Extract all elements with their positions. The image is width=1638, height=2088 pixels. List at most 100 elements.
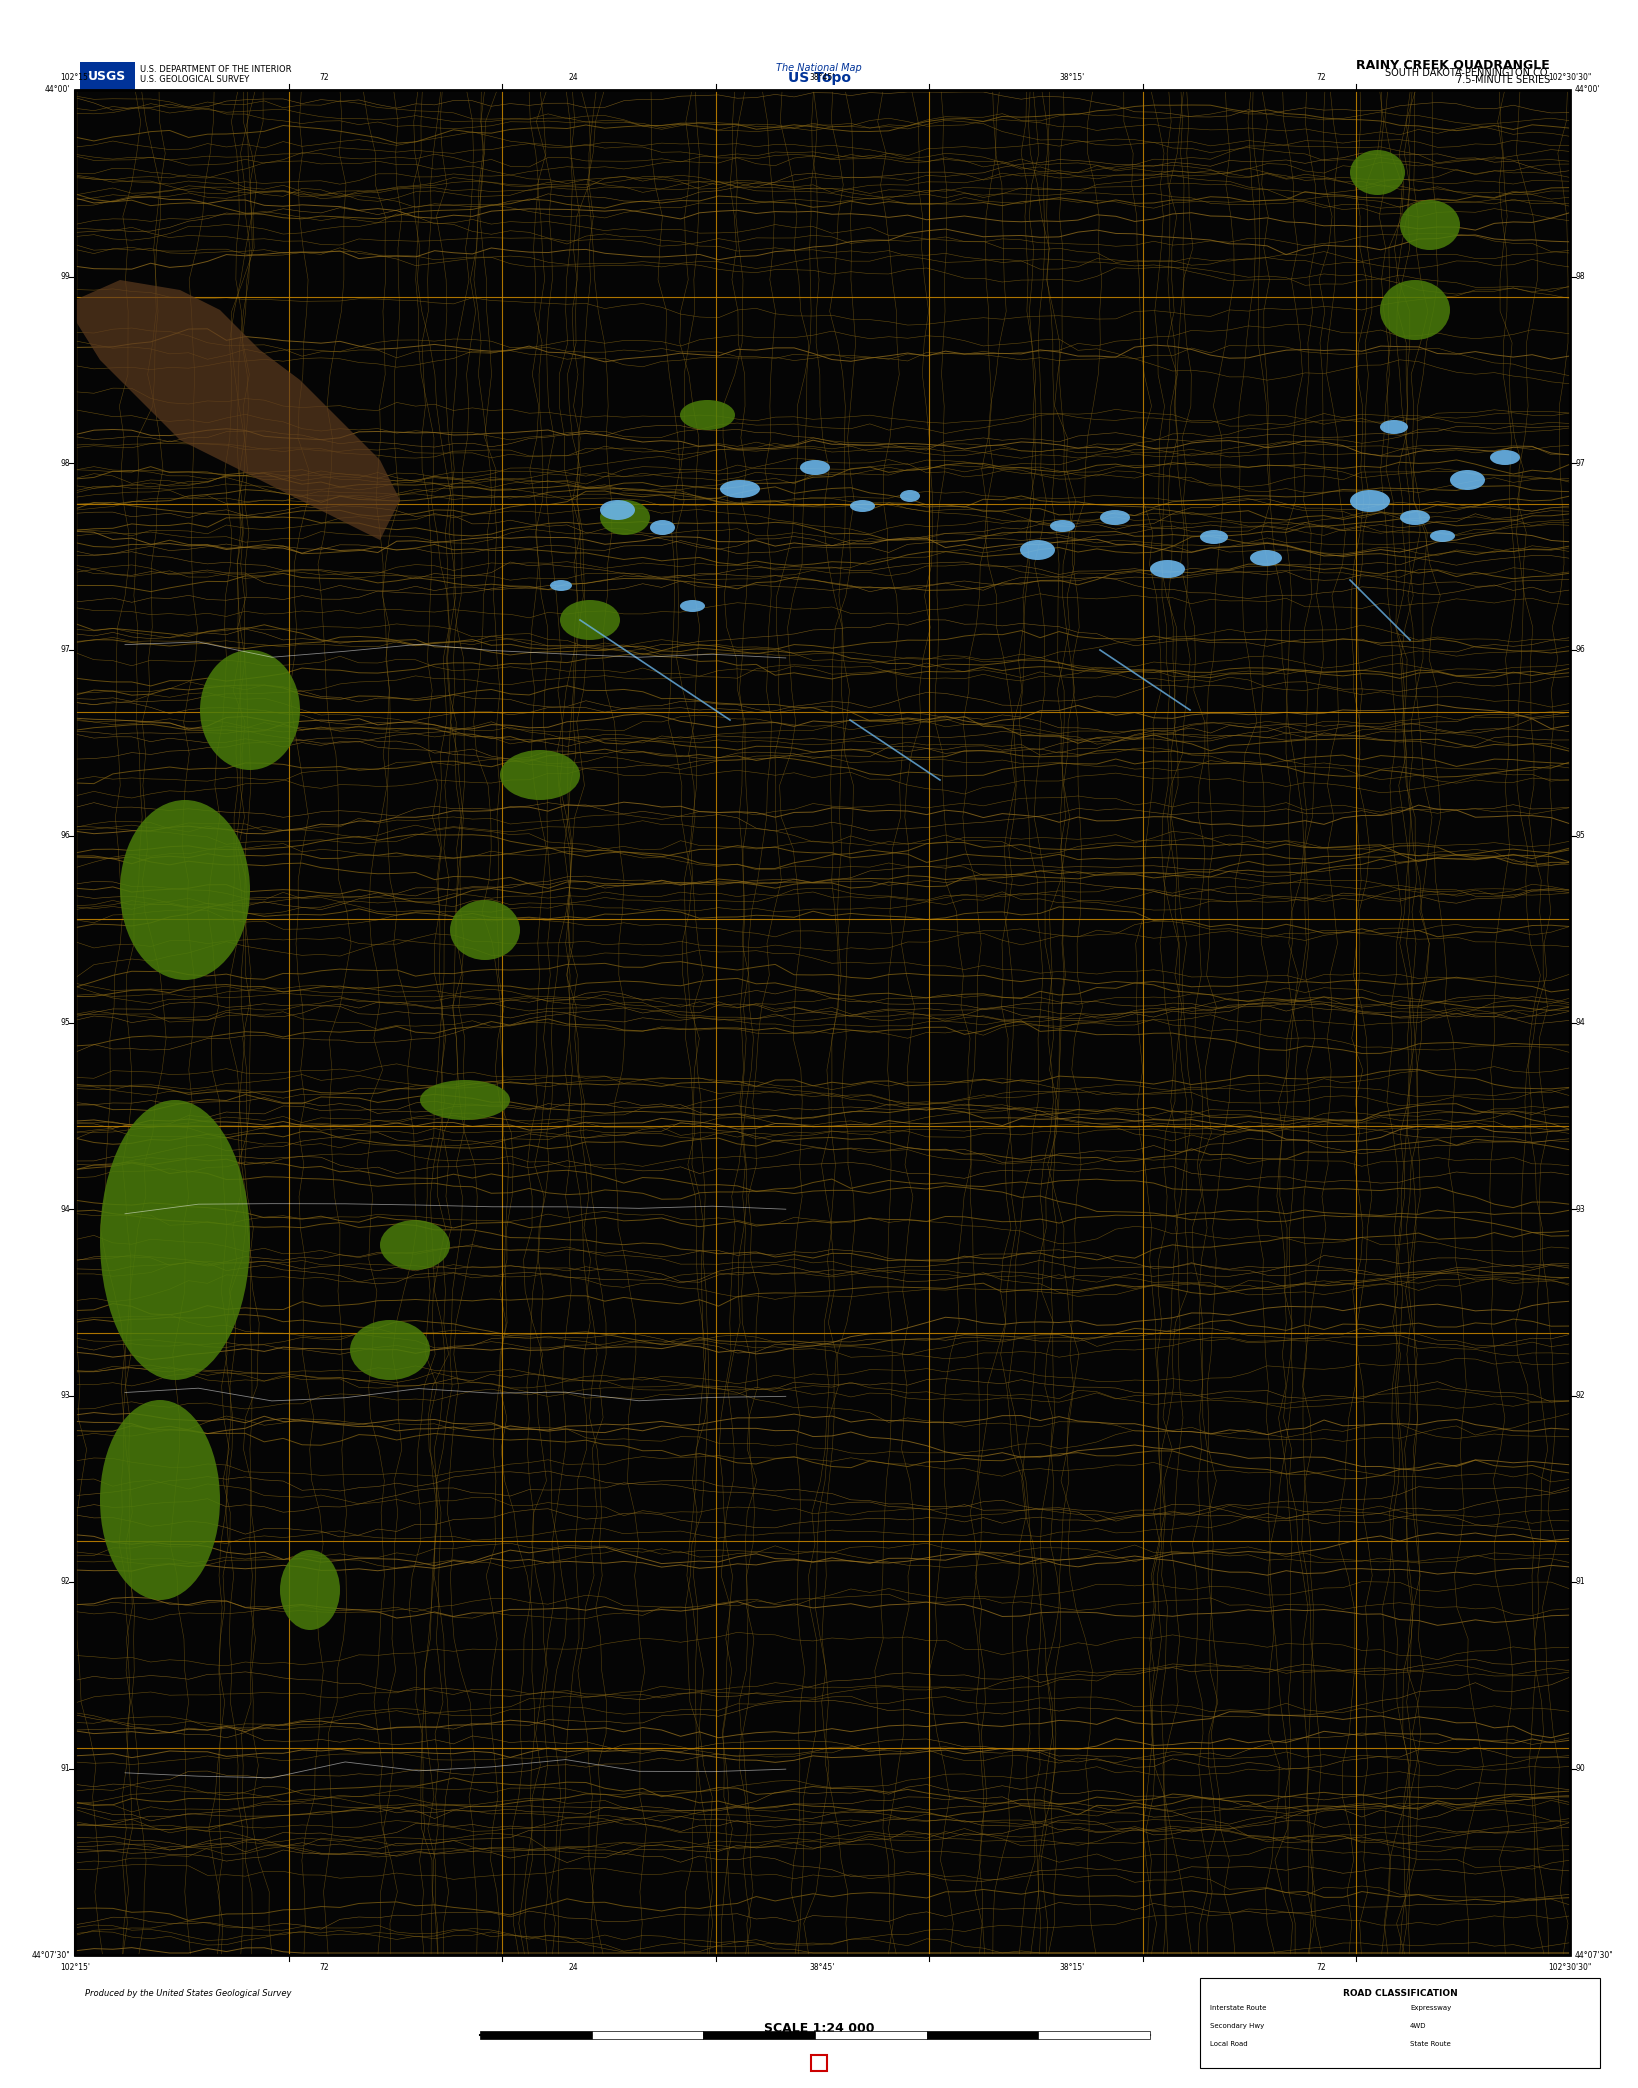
Text: USGS: USGS bbox=[88, 69, 126, 84]
Ellipse shape bbox=[419, 1079, 509, 1119]
Text: U.S. GEOLOGICAL SURVEY: U.S. GEOLOGICAL SURVEY bbox=[139, 75, 249, 84]
Text: 44°00': 44°00' bbox=[44, 86, 70, 94]
Ellipse shape bbox=[680, 599, 704, 612]
Bar bbox=[1201, 1977, 1600, 2067]
Ellipse shape bbox=[1430, 530, 1455, 543]
Text: Local Road: Local Road bbox=[1210, 2040, 1248, 2046]
Text: 24: 24 bbox=[568, 1963, 578, 1971]
Ellipse shape bbox=[1379, 420, 1409, 434]
Ellipse shape bbox=[1250, 549, 1283, 566]
Bar bbox=[75, 90, 1569, 1954]
Ellipse shape bbox=[1400, 509, 1430, 524]
Text: 102°30'30": 102°30'30" bbox=[1548, 73, 1592, 81]
Text: 98: 98 bbox=[61, 459, 70, 468]
Polygon shape bbox=[75, 280, 400, 541]
Text: 92: 92 bbox=[61, 1579, 70, 1587]
Ellipse shape bbox=[380, 1219, 450, 1270]
Text: 90: 90 bbox=[1576, 1764, 1584, 1773]
Text: SOUTH DAKOTA-PENNINGTON CO.: SOUTH DAKOTA-PENNINGTON CO. bbox=[1384, 69, 1550, 77]
Ellipse shape bbox=[721, 480, 760, 499]
Ellipse shape bbox=[1050, 520, 1075, 532]
Ellipse shape bbox=[120, 800, 251, 979]
Bar bbox=[80, 63, 134, 90]
Ellipse shape bbox=[1350, 491, 1391, 512]
Text: 102°30'30": 102°30'30" bbox=[1548, 1963, 1592, 1971]
Bar bbox=[591, 2032, 703, 2040]
Ellipse shape bbox=[1491, 451, 1520, 466]
Text: 72: 72 bbox=[1315, 1963, 1325, 1971]
Bar bbox=[703, 2032, 816, 2040]
Ellipse shape bbox=[1450, 470, 1486, 491]
Bar bbox=[816, 2032, 927, 2040]
Text: SCALE 1:24 000: SCALE 1:24 000 bbox=[763, 2021, 875, 2034]
Text: 96: 96 bbox=[61, 831, 70, 841]
Text: 95: 95 bbox=[1576, 831, 1584, 841]
Text: Secondary Hwy: Secondary Hwy bbox=[1210, 2023, 1265, 2030]
Ellipse shape bbox=[280, 1549, 341, 1631]
Ellipse shape bbox=[1150, 560, 1184, 578]
Bar bbox=[0, 54, 1638, 90]
Text: 99: 99 bbox=[61, 271, 70, 282]
Text: 38°15': 38°15' bbox=[1060, 1963, 1084, 1971]
Text: 72: 72 bbox=[319, 73, 329, 81]
Text: 44°07'30": 44°07'30" bbox=[31, 1950, 70, 1959]
Text: 95: 95 bbox=[61, 1019, 70, 1027]
Text: 38°15': 38°15' bbox=[1060, 73, 1084, 81]
Ellipse shape bbox=[450, 900, 519, 960]
Text: 7.5-MINUTE SERIES: 7.5-MINUTE SERIES bbox=[1456, 75, 1550, 86]
Bar bbox=[480, 2032, 591, 2040]
Text: 38°45': 38°45' bbox=[809, 1963, 835, 1971]
Ellipse shape bbox=[560, 599, 621, 641]
Text: RAINY CREEK QUADRANGLE: RAINY CREEK QUADRANGLE bbox=[1356, 58, 1550, 71]
Bar bbox=[0, 0, 1638, 54]
Ellipse shape bbox=[500, 750, 580, 800]
Text: 94: 94 bbox=[61, 1205, 70, 1213]
Text: 38°45': 38°45' bbox=[809, 73, 835, 81]
Ellipse shape bbox=[899, 491, 921, 501]
Ellipse shape bbox=[799, 459, 830, 474]
Text: 44°07'30": 44°07'30" bbox=[1576, 1950, 1613, 1959]
Text: 96: 96 bbox=[1576, 645, 1584, 654]
Text: 24: 24 bbox=[568, 73, 578, 81]
Bar bbox=[927, 2032, 1038, 2040]
Ellipse shape bbox=[600, 499, 650, 535]
Ellipse shape bbox=[200, 649, 300, 770]
Text: U.S. DEPARTMENT OF THE INTERIOR: U.S. DEPARTMENT OF THE INTERIOR bbox=[139, 65, 292, 75]
Bar bbox=[75, 90, 1569, 1954]
Bar bbox=[0, 1961, 1638, 2088]
Ellipse shape bbox=[351, 1320, 431, 1380]
Ellipse shape bbox=[680, 401, 735, 430]
Ellipse shape bbox=[100, 1399, 219, 1599]
Text: Produced by the United States Geological Survey: Produced by the United States Geological… bbox=[85, 1988, 292, 1998]
Ellipse shape bbox=[600, 499, 636, 520]
Text: ROAD CLASSIFICATION: ROAD CLASSIFICATION bbox=[1343, 1988, 1458, 1998]
Text: State Route: State Route bbox=[1410, 2040, 1451, 2046]
Text: 72: 72 bbox=[1315, 73, 1325, 81]
Ellipse shape bbox=[1400, 200, 1459, 251]
Ellipse shape bbox=[1379, 280, 1450, 340]
Ellipse shape bbox=[1350, 150, 1405, 194]
Bar bbox=[75, 2038, 1569, 2088]
Text: Expressway: Expressway bbox=[1410, 2004, 1451, 2011]
Text: 91: 91 bbox=[1576, 1579, 1584, 1587]
Text: 102°15': 102°15' bbox=[61, 1963, 90, 1971]
Ellipse shape bbox=[1020, 541, 1055, 560]
Text: US Topo: US Topo bbox=[788, 71, 850, 86]
Text: The National Map: The National Map bbox=[776, 63, 862, 73]
Ellipse shape bbox=[1101, 509, 1130, 524]
Text: 93: 93 bbox=[1576, 1205, 1584, 1213]
Text: 4WD: 4WD bbox=[1410, 2023, 1427, 2030]
Text: 44°00': 44°00' bbox=[1576, 86, 1600, 94]
Text: 98: 98 bbox=[1576, 271, 1584, 282]
Ellipse shape bbox=[850, 499, 875, 512]
Bar bbox=[811, 2055, 827, 2071]
Ellipse shape bbox=[550, 580, 572, 591]
Text: 93: 93 bbox=[61, 1391, 70, 1399]
Text: 94: 94 bbox=[1576, 1019, 1584, 1027]
Text: 102°15': 102°15' bbox=[61, 73, 90, 81]
Bar bbox=[1038, 2032, 1150, 2040]
Text: Interstate Route: Interstate Route bbox=[1210, 2004, 1266, 2011]
Ellipse shape bbox=[650, 520, 675, 535]
Text: 72: 72 bbox=[319, 1963, 329, 1971]
Ellipse shape bbox=[100, 1100, 251, 1380]
